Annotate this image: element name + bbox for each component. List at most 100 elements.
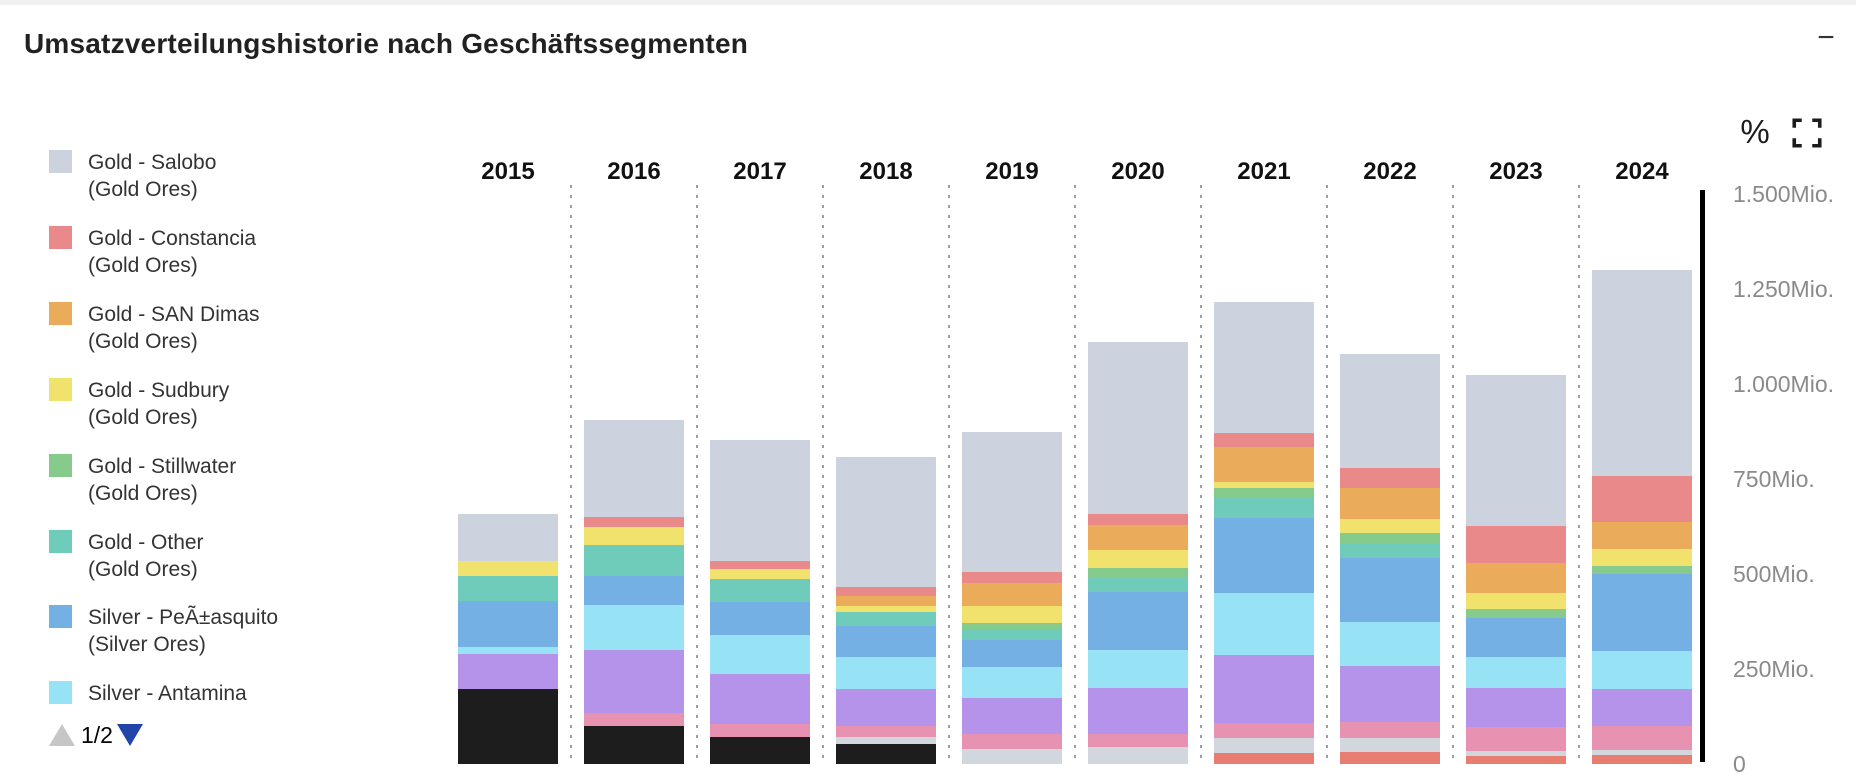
bar-segment[interactable] [962, 734, 1062, 750]
bar-segment[interactable] [962, 697, 1062, 735]
bar-segment[interactable] [962, 667, 1062, 698]
bar-segment[interactable] [458, 689, 558, 764]
bar-segment[interactable] [1592, 566, 1692, 574]
bar-segment[interactable] [836, 737, 936, 745]
bar-segment[interactable] [1088, 733, 1188, 747]
bar-segment[interactable] [1466, 526, 1566, 564]
bar-segment[interactable] [1466, 656, 1566, 689]
bar-segment[interactable] [1592, 688, 1692, 727]
bar-segment[interactable] [1466, 726, 1566, 751]
bar-segment[interactable] [836, 726, 936, 738]
stacked-bar-2016[interactable] [584, 420, 684, 764]
bar-segment[interactable] [584, 526, 684, 546]
bar-segment[interactable] [836, 456, 936, 587]
bar-segment[interactable] [1466, 750, 1566, 756]
stacked-bar-2020[interactable] [1088, 342, 1188, 764]
bar-segment[interactable] [710, 736, 810, 764]
bar-segment[interactable] [458, 561, 558, 576]
bar-segment[interactable] [1214, 481, 1314, 489]
bar-segment[interactable] [1340, 737, 1440, 752]
bar-segment[interactable] [584, 725, 684, 764]
bar-segment[interactable] [710, 634, 810, 674]
bar-segment[interactable] [962, 606, 1062, 623]
bar-segment[interactable] [584, 604, 684, 651]
bar-segment[interactable] [1088, 746, 1188, 764]
bar-segment[interactable] [1466, 688, 1566, 727]
bar-segment[interactable] [1088, 549, 1188, 568]
bar-segment[interactable] [710, 673, 810, 725]
bar-segment[interactable] [1592, 521, 1692, 549]
bar-segment[interactable] [1214, 433, 1314, 447]
bar-segment[interactable] [584, 545, 684, 577]
bar-segment[interactable] [584, 713, 684, 726]
bar-segment[interactable] [458, 575, 558, 602]
bar-segment[interactable] [1214, 301, 1314, 434]
bar-segment[interactable] [710, 724, 810, 737]
bar-segment[interactable] [1340, 533, 1440, 543]
bar-segment[interactable] [836, 689, 936, 727]
bar-segment[interactable] [836, 657, 936, 690]
bar-segment[interactable] [1466, 618, 1566, 657]
bar-segment[interactable] [1214, 488, 1314, 499]
bar-segment[interactable] [710, 568, 810, 579]
bar-segment[interactable] [962, 622, 1062, 630]
bar-segment[interactable] [1088, 649, 1188, 689]
bar-segment[interactable] [458, 646, 558, 654]
bar-segment[interactable] [1340, 542, 1440, 558]
bar-segment[interactable] [962, 582, 1062, 607]
bar-segment[interactable] [836, 612, 936, 627]
bar-segment[interactable] [1466, 563, 1566, 594]
stacked-bar-2019[interactable] [962, 432, 1062, 764]
legend-page-up-icon[interactable] [49, 724, 75, 746]
bar-segment[interactable] [1592, 573, 1692, 651]
bar-segment[interactable] [836, 595, 936, 606]
bar-segment[interactable] [584, 576, 684, 605]
percent-toggle-button[interactable]: % [1736, 112, 1774, 152]
bar-segment[interactable] [710, 440, 810, 562]
bar-segment[interactable] [1214, 723, 1314, 738]
stacked-bar-2017[interactable] [710, 440, 810, 764]
bar-segment[interactable] [1214, 752, 1314, 764]
bar-segment[interactable] [1592, 726, 1692, 751]
bar-segment[interactable] [1340, 487, 1440, 519]
bar-segment[interactable] [836, 744, 936, 764]
stacked-bar-2018[interactable] [836, 456, 936, 764]
bar-segment[interactable] [836, 605, 936, 613]
bar-segment[interactable] [458, 653, 558, 690]
bar-segment[interactable] [1088, 688, 1188, 734]
bar-segment[interactable] [1592, 475, 1692, 522]
bar-segment[interactable] [962, 572, 1062, 583]
bar-segment[interactable] [1088, 525, 1188, 550]
bar-segment[interactable] [458, 513, 558, 562]
bar-segment[interactable] [836, 586, 936, 596]
bar-segment[interactable] [1466, 755, 1566, 764]
bar-segment[interactable] [1340, 721, 1440, 738]
stacked-bar-2021[interactable] [1214, 301, 1314, 764]
bar-segment[interactable] [1340, 354, 1440, 469]
bar-segment[interactable] [1340, 665, 1440, 722]
bar-segment[interactable] [1592, 270, 1692, 476]
bar-segment[interactable] [1088, 577, 1188, 592]
bar-segment[interactable] [1466, 374, 1566, 527]
bar-segment[interactable] [710, 561, 810, 569]
bar-segment[interactable] [1214, 593, 1314, 655]
legend-page-down-icon[interactable] [117, 724, 143, 746]
bar-segment[interactable] [962, 432, 1062, 573]
bar-segment[interactable] [1340, 621, 1440, 666]
collapse-button[interactable]: − [1806, 20, 1846, 56]
bar-segment[interactable] [1340, 751, 1440, 764]
bar-segment[interactable] [458, 601, 558, 647]
bar-segment[interactable] [1088, 342, 1188, 514]
bar-segment[interactable] [584, 420, 684, 518]
bar-segment[interactable] [710, 602, 810, 635]
bar-segment[interactable] [1592, 750, 1692, 756]
bar-segment[interactable] [1214, 654, 1314, 724]
bar-segment[interactable] [836, 626, 936, 658]
bar-segment[interactable] [962, 749, 1062, 764]
bar-segment[interactable] [1214, 518, 1314, 594]
bar-segment[interactable] [1592, 548, 1692, 567]
bar-segment[interactable] [1466, 593, 1566, 609]
stacked-bar-2024[interactable] [1592, 270, 1692, 764]
bar-segment[interactable] [1088, 591, 1188, 650]
bar-segment[interactable] [710, 578, 810, 603]
